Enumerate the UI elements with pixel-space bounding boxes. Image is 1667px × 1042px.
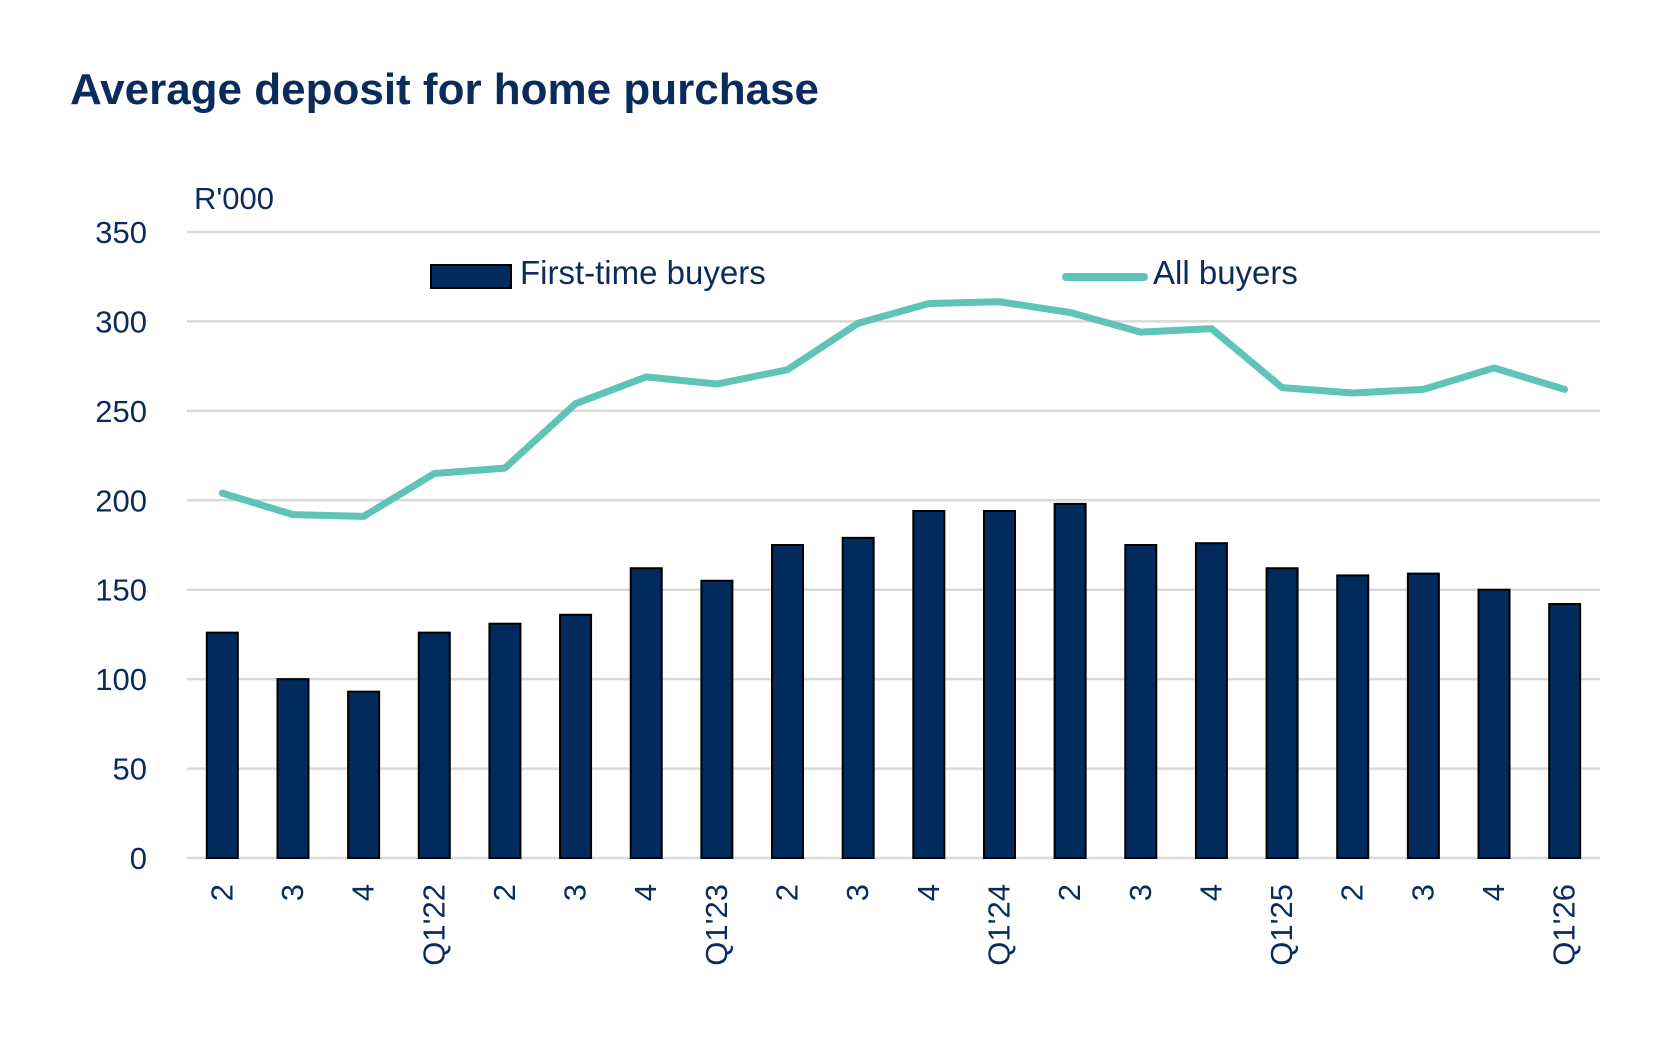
x-tick-label: 4 bbox=[628, 884, 663, 901]
bar bbox=[347, 690, 381, 859]
legend-label-all-buyers: All buyers bbox=[1153, 254, 1298, 291]
bar bbox=[205, 631, 239, 860]
y-tick-label: 100 bbox=[95, 662, 147, 697]
x-tick-label: Q1'24 bbox=[981, 884, 1016, 966]
bar bbox=[629, 567, 663, 859]
y-tick-label: 250 bbox=[95, 394, 147, 429]
bar bbox=[417, 631, 451, 860]
bar bbox=[982, 510, 1016, 859]
bar bbox=[1548, 603, 1582, 859]
x-tick-label: Q1'23 bbox=[699, 884, 734, 966]
bar bbox=[1477, 588, 1511, 859]
y-tick-label: 200 bbox=[95, 483, 147, 518]
x-tick-label: 2 bbox=[770, 884, 805, 901]
bar bbox=[1053, 502, 1087, 859]
bar bbox=[841, 536, 875, 859]
x-tick-label: 2 bbox=[204, 884, 239, 901]
x-tick-label: 4 bbox=[346, 884, 381, 901]
x-tick-label: Q1'22 bbox=[416, 884, 451, 966]
y-axis-ticks: 0 50 100 150 200 250 300 350 bbox=[95, 215, 147, 876]
y-tick-label: 50 bbox=[113, 752, 147, 787]
x-tick-label: Q1'25 bbox=[1264, 884, 1299, 966]
y-axis-unit-label: R'000 bbox=[194, 181, 274, 216]
x-tick-label: 4 bbox=[1193, 884, 1228, 901]
bar bbox=[1336, 574, 1370, 859]
bar bbox=[559, 613, 593, 859]
x-tick-label: 3 bbox=[1405, 884, 1440, 901]
bar bbox=[1406, 572, 1440, 859]
bar bbox=[488, 622, 522, 859]
legend: First-time buyers All buyers bbox=[430, 254, 1298, 291]
bar bbox=[1124, 544, 1158, 859]
y-tick-label: 150 bbox=[95, 573, 147, 608]
x-tick-label: 3 bbox=[275, 884, 310, 901]
gridlines bbox=[187, 230, 1600, 860]
x-tick-label: 2 bbox=[1335, 884, 1370, 901]
bar bbox=[912, 510, 946, 859]
legend-label-first-time-buyers: First-time buyers bbox=[520, 254, 766, 291]
line-series-all-buyers bbox=[218, 298, 1569, 520]
x-tick-label: 3 bbox=[1123, 884, 1158, 901]
x-tick-label: 4 bbox=[911, 884, 946, 901]
x-axis-ticks: 2 3 4 Q1'22 2 3 4 Q1'23 2 3 4 Q1'24 2 3 4 Q1'25 2 3 4 Q1'26 bbox=[204, 884, 1581, 966]
x-tick-label: 4 bbox=[1476, 884, 1511, 901]
x-tick-label: Q1'26 bbox=[1547, 884, 1582, 966]
x-tick-label: 2 bbox=[487, 884, 522, 901]
bar bbox=[1194, 542, 1228, 859]
chart-title: Average deposit for home purchase bbox=[70, 65, 819, 114]
legend-swatch-first-time-buyers bbox=[430, 264, 512, 289]
bar bbox=[700, 579, 734, 859]
y-tick-label: 0 bbox=[130, 841, 147, 876]
x-tick-label: 2 bbox=[1052, 884, 1087, 901]
y-tick-label: 300 bbox=[95, 304, 147, 339]
bar bbox=[276, 678, 310, 860]
bar bbox=[771, 544, 805, 859]
x-tick-label: 3 bbox=[840, 884, 875, 901]
x-tick-label: 3 bbox=[558, 884, 593, 901]
bar bbox=[1265, 567, 1299, 859]
bar-series-first-time-buyers bbox=[205, 502, 1582, 860]
y-tick-label: 350 bbox=[95, 215, 147, 250]
line-path bbox=[218, 298, 1569, 520]
